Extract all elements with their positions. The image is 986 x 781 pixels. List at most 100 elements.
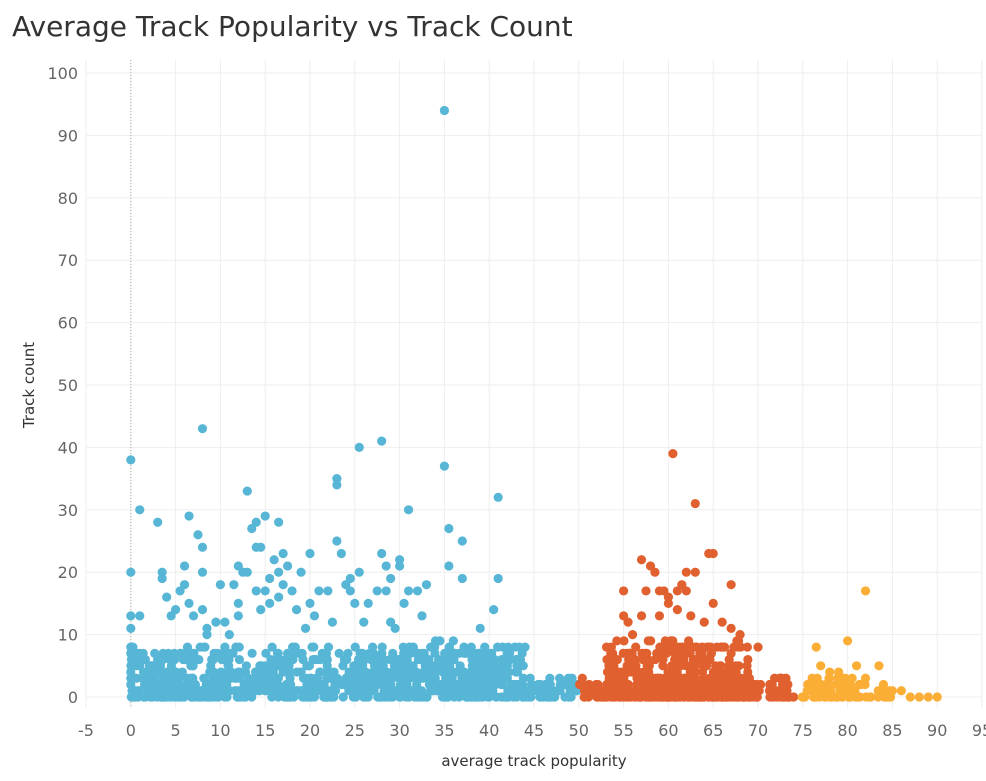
data-point [197, 424, 208, 434]
data-point [170, 667, 181, 677]
data-point [338, 692, 348, 702]
data-point [312, 686, 323, 696]
data-point [403, 505, 414, 515]
data-point [381, 667, 391, 677]
data-point [162, 592, 172, 602]
data-point [323, 642, 334, 652]
data-point [627, 630, 638, 640]
data-point [429, 679, 439, 690]
data-point [406, 661, 416, 671]
data-point [386, 573, 396, 584]
data-point [563, 673, 573, 683]
data-point [473, 648, 483, 658]
data-point [834, 667, 844, 677]
data-point [426, 642, 436, 652]
data-point [412, 586, 423, 596]
data-point [503, 686, 513, 696]
data-point [188, 611, 199, 621]
data-point [226, 673, 236, 683]
data-point [273, 679, 283, 690]
data-point [207, 654, 217, 665]
x-tick-label: 50 [569, 721, 589, 740]
data-point [274, 592, 284, 602]
x-tick-label: 90 [927, 721, 947, 740]
data-point [254, 686, 264, 696]
data-point [332, 673, 342, 683]
data-point [637, 679, 647, 690]
data-point [242, 567, 252, 577]
data-point [126, 455, 136, 465]
data-point [558, 679, 568, 690]
data-point [652, 648, 663, 658]
data-point [197, 605, 208, 615]
data-point [266, 654, 276, 665]
chart-title: Average Track Popularity vs Track Count [12, 10, 573, 43]
data-point [580, 692, 590, 702]
data-point [399, 648, 409, 658]
data-point [179, 561, 190, 571]
data-point [168, 692, 179, 702]
data-point [345, 573, 355, 584]
data-point [315, 667, 325, 677]
data-point [297, 648, 307, 658]
data-point [742, 679, 752, 690]
data-point [278, 580, 288, 590]
data-point [135, 611, 145, 621]
data-point [448, 636, 458, 646]
data-point [629, 692, 640, 702]
data-point [336, 548, 346, 559]
data-point [497, 679, 508, 690]
data-point [197, 567, 208, 577]
data-point [307, 642, 317, 652]
data-point [395, 561, 405, 571]
data-point [444, 523, 454, 534]
data-point [874, 661, 884, 671]
data-point [708, 548, 718, 559]
data-point [193, 530, 203, 540]
x-tick-label: 30 [389, 721, 409, 740]
data-point [492, 673, 502, 683]
data-point [714, 679, 724, 690]
data-point [292, 667, 302, 677]
data-point [218, 686, 228, 696]
data-point [609, 661, 619, 671]
data-point [274, 567, 284, 577]
data-point [367, 686, 377, 696]
data-point [157, 573, 167, 584]
data-point [246, 686, 256, 696]
data-point [878, 679, 889, 690]
data-point [598, 692, 608, 702]
data-point [604, 673, 614, 683]
data-point [354, 567, 364, 577]
data-point [311, 654, 321, 665]
data-point [905, 692, 915, 702]
data-point [626, 661, 637, 671]
data-point [641, 648, 651, 658]
x-tick-label: 5 [171, 721, 181, 740]
y-tick-label: 40 [58, 438, 78, 457]
data-point [408, 642, 418, 652]
y-axis-ticks: 0 10 20 30 40 50 60 70 80 90 100 [47, 64, 78, 707]
data-point [743, 654, 753, 665]
data-point [860, 673, 871, 683]
y-tick-label: 90 [58, 126, 78, 145]
data-point [643, 673, 653, 683]
data-point [464, 686, 474, 696]
data-point [545, 692, 555, 702]
data-point [449, 692, 459, 702]
x-tick-label: 60 [658, 721, 678, 740]
data-point [708, 598, 718, 609]
data-point [374, 667, 384, 677]
data-point [502, 648, 512, 658]
data-point [690, 567, 700, 577]
data-point [262, 673, 272, 683]
data-point [213, 648, 223, 658]
data-point [261, 648, 271, 658]
data-point [260, 586, 270, 596]
x-axis-ticks: -5 0 5 10 15 20 25 30 35 40 45 50 55 60 65 70 75 80 85 90 95 [78, 721, 986, 740]
data-point [860, 586, 871, 596]
data-point [755, 679, 766, 690]
data-point [126, 567, 136, 577]
x-tick-label: 45 [524, 721, 544, 740]
data-point [197, 542, 208, 552]
